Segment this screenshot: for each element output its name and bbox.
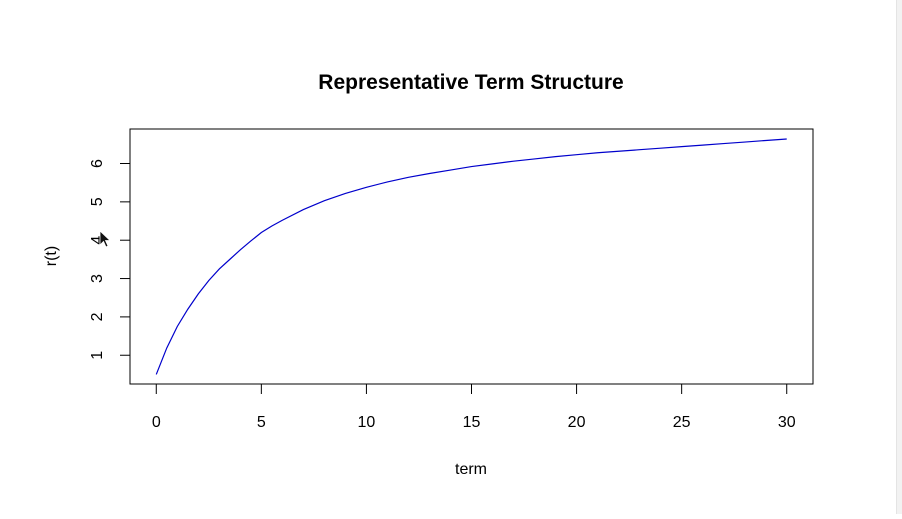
- y-axis: 1 2 3 4 5 6: [89, 159, 131, 360]
- y-tick-label: 1: [89, 351, 106, 360]
- y-tick-label: 3: [89, 274, 106, 283]
- x-tick-label: 30: [778, 414, 796, 431]
- series-line: [155, 138, 787, 375]
- x-tick-label: 25: [673, 414, 691, 431]
- y-tick-label: 6: [89, 159, 106, 168]
- y-tick-label: 4: [89, 236, 106, 245]
- x-axis: 0 5 10 15 20 25 30: [152, 383, 796, 431]
- x-tick-label: 0: [152, 414, 161, 431]
- mouse-pointer-icon: [99, 230, 112, 248]
- y-tick-label: 5: [89, 197, 106, 206]
- x-tick-label: 15: [463, 414, 481, 431]
- x-tick-label: 20: [568, 414, 586, 431]
- window-edge-strip: [896, 0, 902, 514]
- x-tick-label: 5: [257, 414, 266, 431]
- chart-title: Representative Term Structure: [318, 71, 623, 94]
- x-axis-label: term: [455, 461, 487, 478]
- y-axis-label: r(t): [43, 246, 60, 266]
- x-tick-label: 10: [358, 414, 376, 431]
- y-tick-label: 2: [89, 312, 106, 321]
